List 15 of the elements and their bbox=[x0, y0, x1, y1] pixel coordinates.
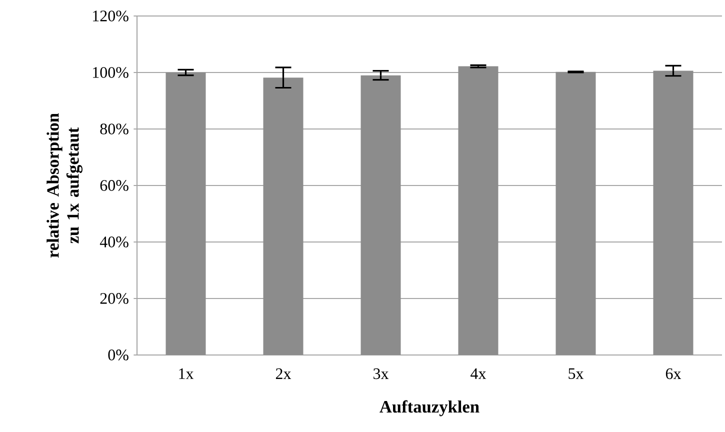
x-tick-label: 2x bbox=[276, 368, 292, 379]
x-tick-label: 4x bbox=[470, 368, 486, 379]
y-tick-label: 20% bbox=[100, 293, 128, 304]
y-axis-title: relative Absorption zu 1x aufgetaut bbox=[46, 113, 82, 258]
y-tick-label: 120% bbox=[93, 10, 128, 22]
y-tick-label: 100% bbox=[93, 67, 128, 78]
y-tick-label: 80% bbox=[100, 124, 128, 134]
x-tick-label: 3x bbox=[374, 368, 389, 380]
x-tick-label: 5x bbox=[568, 368, 584, 379]
x-axis-title: Auftauzyklen bbox=[380, 400, 480, 416]
x-tick-label: 1x bbox=[179, 368, 194, 379]
x-tick-label: 6x bbox=[666, 368, 682, 380]
y-tick-label: 60% bbox=[100, 180, 128, 191]
y-tick-label: 0% bbox=[108, 350, 128, 360]
y-tick-label: 40% bbox=[100, 236, 128, 248]
